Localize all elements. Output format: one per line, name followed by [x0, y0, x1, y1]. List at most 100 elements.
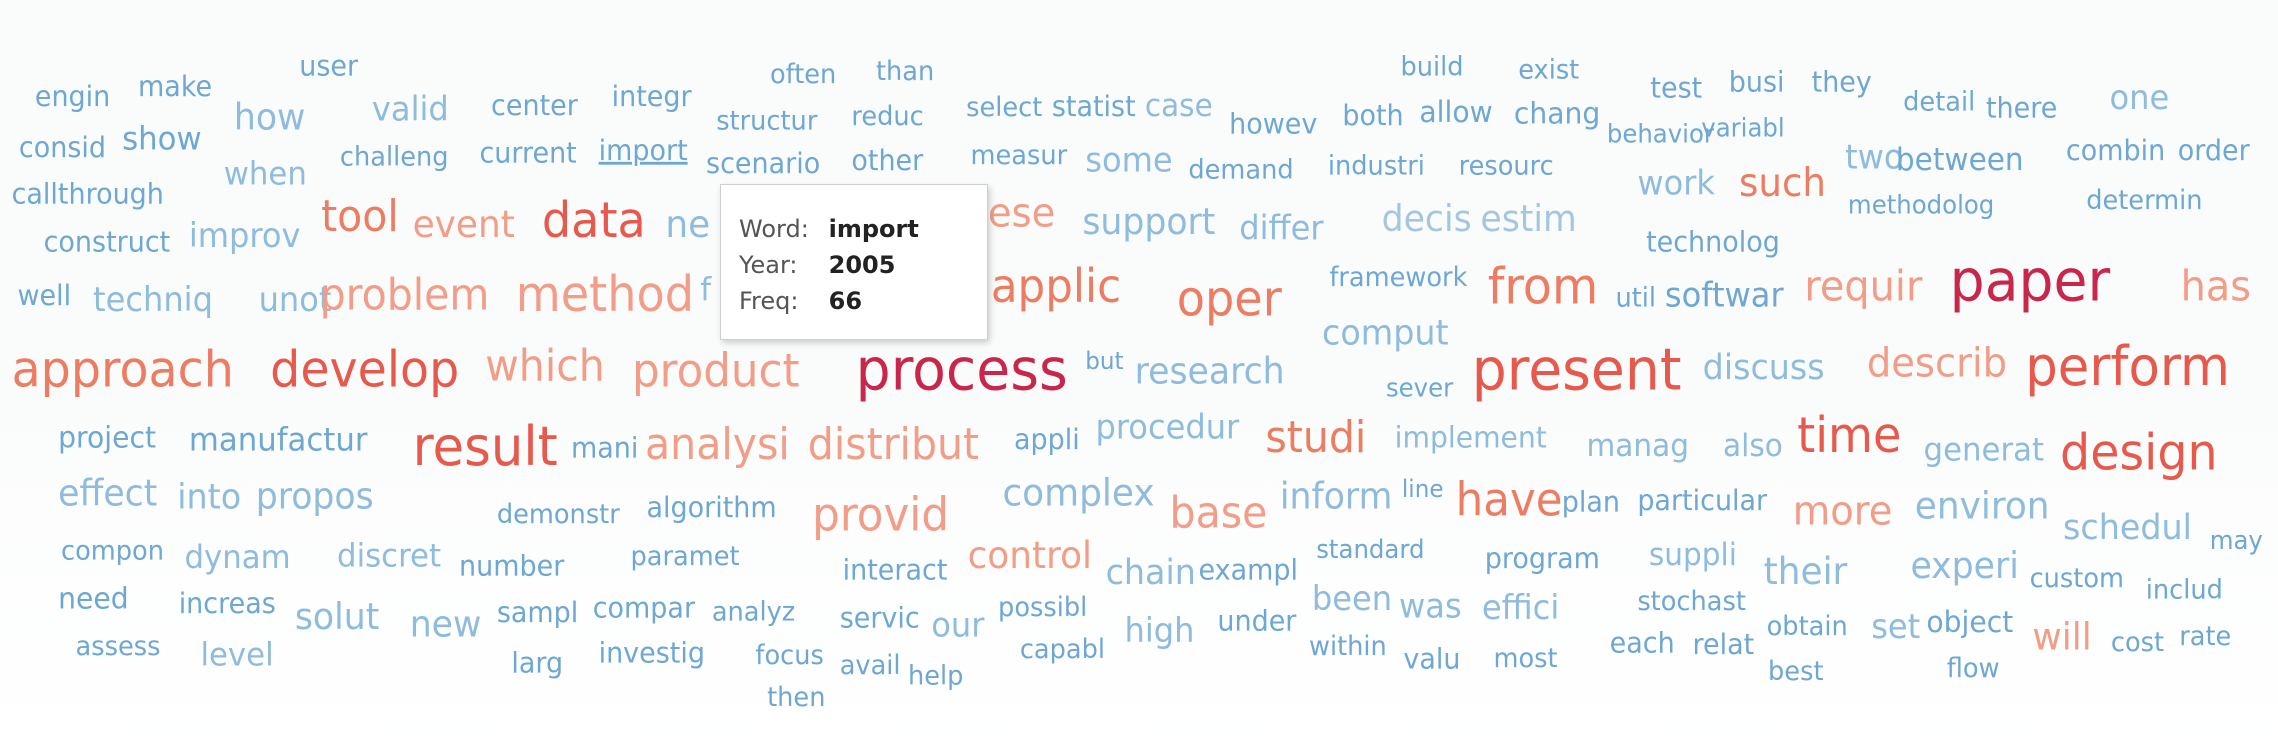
- cloud-word-case[interactable]: case: [1145, 89, 1213, 125]
- cloud-word-have[interactable]: have: [1456, 473, 1563, 527]
- cloud-word-approach[interactable]: approach: [12, 341, 234, 398]
- cloud-word-exampl[interactable]: exampl: [1199, 553, 1298, 587]
- cloud-word-investig[interactable]: investig: [599, 636, 705, 670]
- cloud-word-event[interactable]: event: [413, 202, 515, 246]
- cloud-word-applic[interactable]: applic: [991, 259, 1121, 313]
- cloud-word-discuss[interactable]: discuss: [1703, 347, 1825, 388]
- cloud-word-custom[interactable]: custom: [2030, 563, 2124, 594]
- cloud-word-into[interactable]: into: [177, 477, 241, 518]
- cloud-word-effect[interactable]: effect: [58, 473, 157, 515]
- cloud-word-control[interactable]: control: [968, 533, 1092, 577]
- cloud-word-allow[interactable]: allow: [1419, 94, 1492, 129]
- cloud-word-particular[interactable]: particular: [1637, 483, 1767, 517]
- cloud-word-center[interactable]: center: [491, 88, 578, 122]
- cloud-word-servic[interactable]: servic: [840, 601, 920, 635]
- cloud-word-which[interactable]: which: [485, 341, 605, 391]
- cloud-word-behavior[interactable]: behavior: [1607, 119, 1715, 149]
- cloud-word-data[interactable]: data: [542, 193, 646, 249]
- cloud-word-base[interactable]: base: [1170, 487, 1268, 537]
- cloud-word-complex[interactable]: complex: [1002, 471, 1154, 515]
- cloud-word-one[interactable]: one: [2109, 77, 2169, 117]
- cloud-word-often[interactable]: often: [770, 59, 836, 90]
- cloud-word-compar[interactable]: compar: [593, 591, 696, 625]
- cloud-word-set[interactable]: set: [1871, 606, 1920, 646]
- cloud-word-may[interactable]: may: [2210, 526, 2263, 556]
- cloud-word-but[interactable]: but: [1085, 346, 1123, 375]
- cloud-word-valid[interactable]: valid: [372, 89, 449, 129]
- cloud-word-select[interactable]: select: [966, 93, 1042, 124]
- cloud-word-analyz[interactable]: analyz: [712, 597, 795, 628]
- cloud-word-was[interactable]: was: [1399, 586, 1462, 626]
- cloud-word-analysi[interactable]: analysi: [645, 419, 790, 469]
- cloud-word-from[interactable]: from: [1488, 258, 1599, 315]
- cloud-word-then[interactable]: then: [767, 683, 825, 714]
- cloud-word-paramet[interactable]: paramet: [631, 542, 740, 573]
- cloud-word-make[interactable]: make: [138, 69, 212, 103]
- cloud-word-resourc[interactable]: resourc: [1459, 151, 1554, 182]
- cloud-word-schedul[interactable]: schedul: [2063, 507, 2192, 548]
- cloud-word-procedur[interactable]: procedur: [1095, 407, 1239, 447]
- cloud-word-possibl[interactable]: possibl: [998, 592, 1087, 623]
- cloud-word-consid[interactable]: consid: [19, 130, 106, 164]
- cloud-word-than[interactable]: than: [876, 56, 934, 87]
- cloud-word-time[interactable]: time: [1797, 408, 1901, 464]
- cloud-word-differ[interactable]: differ: [1239, 208, 1324, 248]
- cloud-word-import[interactable]: import: [599, 133, 688, 167]
- cloud-word-most[interactable]: most: [1493, 643, 1557, 674]
- cloud-word-user[interactable]: user: [299, 49, 358, 83]
- cloud-word-framework[interactable]: framework: [1329, 263, 1468, 294]
- cloud-word-two[interactable]: two: [1845, 137, 1903, 177]
- cloud-word-process[interactable]: process: [856, 336, 1068, 404]
- cloud-word-measur[interactable]: measur: [971, 141, 1068, 172]
- cloud-word-structur[interactable]: structur: [716, 106, 817, 137]
- cloud-word-technolog[interactable]: technolog: [1646, 225, 1780, 259]
- cloud-word-howev[interactable]: howev: [1229, 107, 1317, 141]
- cloud-word-capabl[interactable]: capabl: [1020, 635, 1105, 666]
- cloud-word-such[interactable]: such: [1739, 161, 1826, 206]
- cloud-word-softwar[interactable]: softwar: [1665, 275, 1784, 315]
- cloud-word-demonstr[interactable]: demonstr: [497, 499, 620, 530]
- cloud-word-dynam[interactable]: dynam: [184, 539, 290, 576]
- cloud-word-ne[interactable]: ne: [665, 202, 710, 246]
- cloud-word-program[interactable]: program: [1485, 541, 1600, 575]
- cloud-word-stochast[interactable]: stochast: [1637, 587, 1746, 618]
- cloud-word-standard[interactable]: standard: [1316, 534, 1424, 564]
- cloud-word-appli[interactable]: appli: [1014, 422, 1080, 456]
- cloud-word-inform[interactable]: inform: [1280, 476, 1392, 518]
- cloud-word-will[interactable]: will: [2032, 615, 2091, 659]
- cloud-word-challeng[interactable]: challeng: [340, 142, 449, 173]
- cloud-word-interact[interactable]: interact: [843, 553, 948, 587]
- cloud-word-detail[interactable]: detail: [1903, 87, 1975, 118]
- cloud-word-both[interactable]: both: [1342, 98, 1403, 132]
- cloud-word-between[interactable]: between: [1896, 142, 2024, 178]
- cloud-word-best[interactable]: best: [1768, 656, 1823, 687]
- cloud-word-flow[interactable]: flow: [1947, 653, 2000, 684]
- cloud-word-some[interactable]: some: [1085, 140, 1172, 180]
- cloud-word-present[interactable]: present: [1472, 336, 1682, 404]
- cloud-word-comput[interactable]: comput: [1322, 313, 1449, 354]
- cloud-word-they[interactable]: they: [1812, 65, 1872, 99]
- cloud-word-within[interactable]: within: [1309, 632, 1387, 663]
- cloud-word-distribut[interactable]: distribut: [808, 419, 979, 469]
- cloud-word-support[interactable]: support: [1082, 201, 1215, 243]
- cloud-word-manufactur[interactable]: manufactur: [189, 422, 368, 459]
- cloud-word-each[interactable]: each: [1610, 626, 1675, 660]
- cloud-word-busi[interactable]: busi: [1729, 65, 1785, 99]
- cloud-word-exist[interactable]: exist: [1518, 55, 1579, 86]
- cloud-word-manag[interactable]: manag: [1587, 429, 1689, 465]
- cloud-word-develop[interactable]: develop: [270, 341, 459, 398]
- cloud-word-paper[interactable]: paper: [1950, 247, 2111, 315]
- cloud-word-other[interactable]: other: [851, 143, 923, 177]
- cloud-word-experi[interactable]: experi: [1910, 545, 2018, 587]
- cloud-word-compon[interactable]: compon: [61, 536, 164, 567]
- cloud-word-scenario[interactable]: scenario: [706, 146, 820, 180]
- cloud-word-chang[interactable]: chang: [1514, 96, 1600, 131]
- cloud-word-level[interactable]: level: [200, 637, 273, 674]
- cloud-word-suppli[interactable]: suppli: [1649, 537, 1737, 573]
- cloud-word-been[interactable]: been: [1312, 578, 1392, 618]
- cloud-word-sampl[interactable]: sampl: [497, 595, 578, 629]
- cloud-word-engin[interactable]: engin: [35, 79, 110, 113]
- cloud-word-determin[interactable]: determin: [2086, 186, 2202, 217]
- cloud-word-assess[interactable]: assess: [76, 632, 161, 663]
- cloud-word-tool[interactable]: tool: [321, 191, 399, 241]
